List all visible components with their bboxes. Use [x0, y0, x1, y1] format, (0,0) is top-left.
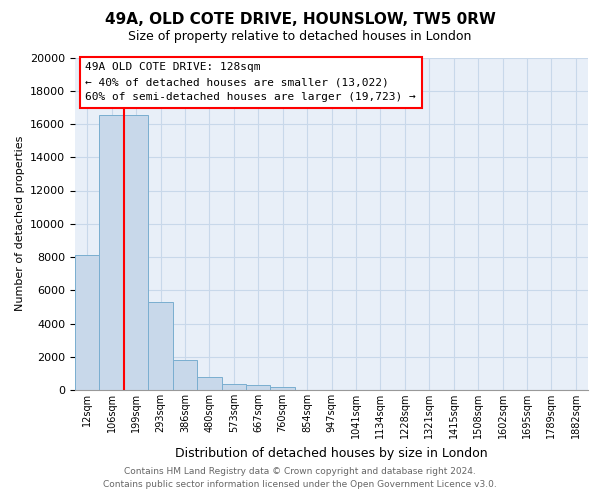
Text: Contains public sector information licensed under the Open Government Licence v3: Contains public sector information licen… [103, 480, 497, 489]
Bar [100, 115, 124, 390]
Bar [148, 302, 173, 390]
Bar [173, 360, 197, 390]
Text: Size of property relative to detached houses in London: Size of property relative to detached ho… [128, 30, 472, 43]
Text: 49A OLD COTE DRIVE: 128sqm
← 40% of detached houses are smaller (13,022)
60% of : 49A OLD COTE DRIVE: 128sqm ← 40% of deta… [85, 62, 416, 102]
Bar [271, 386, 295, 390]
Y-axis label: Number of detached properties: Number of detached properties [14, 136, 25, 312]
Bar [246, 386, 271, 390]
Bar [197, 378, 221, 390]
Bar [221, 384, 246, 390]
Bar [75, 254, 100, 390]
Bar [124, 115, 148, 390]
Text: 49A, OLD COTE DRIVE, HOUNSLOW, TW5 0RW: 49A, OLD COTE DRIVE, HOUNSLOW, TW5 0RW [104, 12, 496, 28]
Text: Contains HM Land Registry data © Crown copyright and database right 2024.: Contains HM Land Registry data © Crown c… [124, 467, 476, 476]
X-axis label: Distribution of detached houses by size in London: Distribution of detached houses by size … [175, 446, 488, 460]
